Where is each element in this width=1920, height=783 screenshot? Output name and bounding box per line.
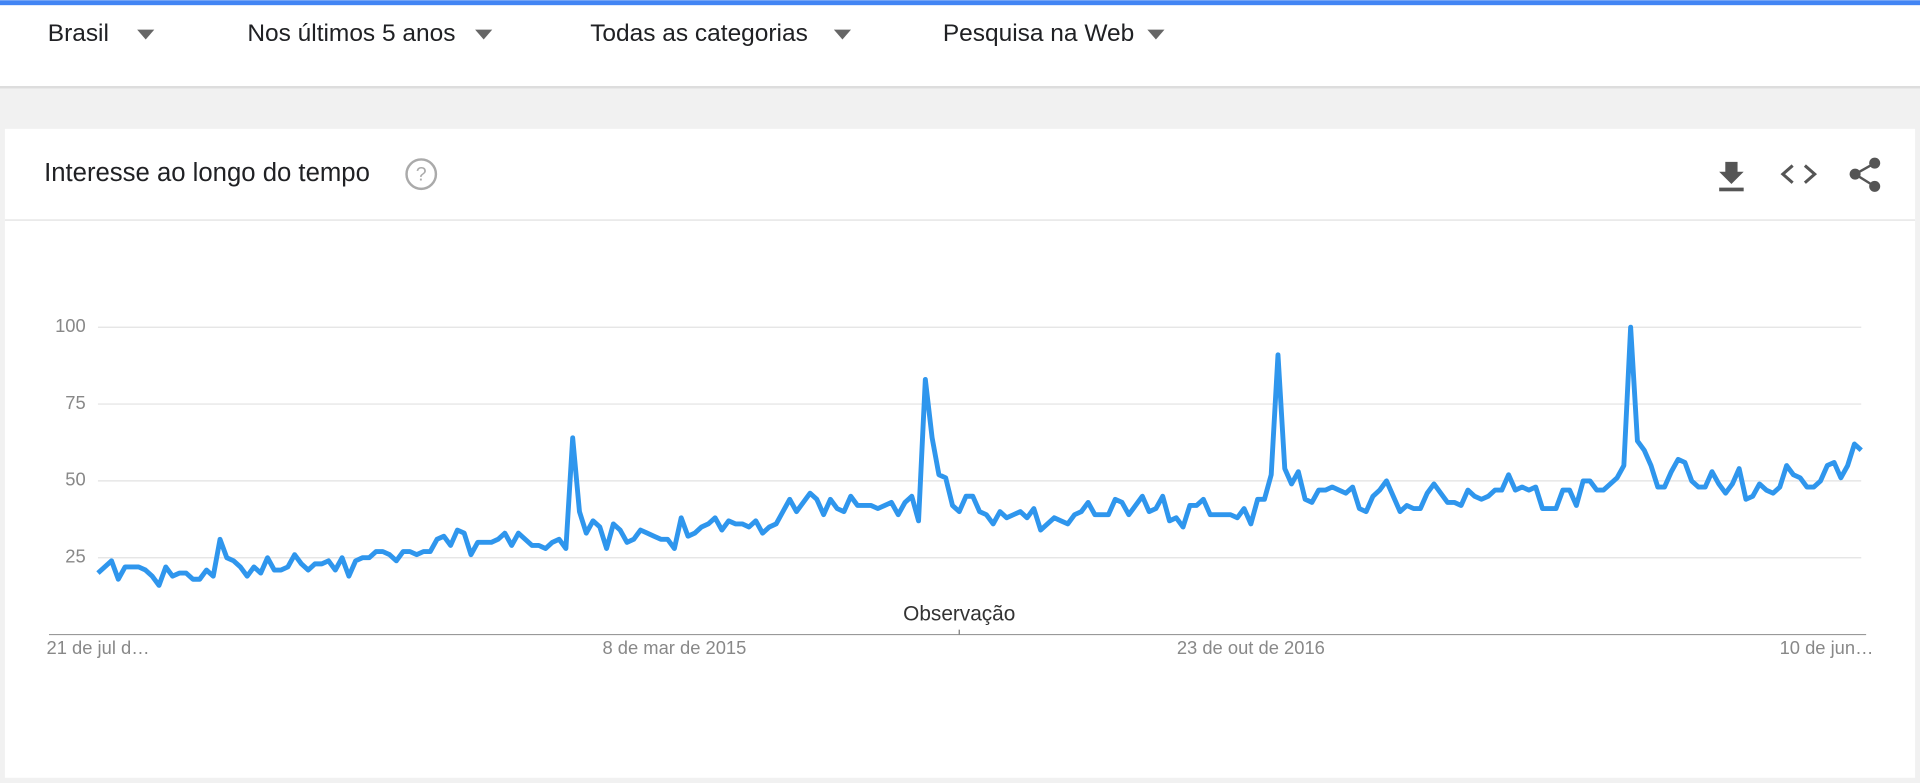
filter-label[interactable]: Nos últimos 5 anos [247, 20, 455, 47]
plot: 25 50 75 100 21 de jul d… 8 de mar de 2015 23 … [47, 315, 1874, 658]
y-tick-label: 75 [65, 392, 85, 413]
top-accent [0, 0, 1920, 6]
embed-icon[interactable] [1780, 164, 1818, 184]
card [4, 128, 1916, 778]
download-icon[interactable] [1719, 161, 1744, 192]
filter[interactable]: Todas as categorias [590, 20, 852, 47]
filter-bar [0, 0, 1920, 86]
dropdown-arrow[interactable] [833, 29, 852, 40]
trend-line [96, 324, 1863, 588]
share-icon[interactable] [1849, 157, 1881, 192]
filter[interactable]: Pesquisa na Web [943, 20, 1165, 47]
filter-label[interactable]: Todas as categorias [590, 20, 808, 47]
y-tick-label: 50 [65, 469, 85, 490]
filter[interactable]: Nos últimos 5 anos [247, 20, 493, 47]
help-icon[interactable]: ? [405, 158, 438, 191]
x-tick-label: 21 de jul d… [47, 637, 150, 658]
svg-text:?: ? [416, 164, 427, 186]
x-tick-label: 23 de out de 2016 [1177, 637, 1325, 658]
annotation-label: Observação [903, 602, 1015, 625]
dropdown-arrow[interactable] [475, 29, 493, 40]
filter-bar-shadow [0, 85, 1920, 89]
y-tick-label: 25 [65, 546, 85, 567]
y-tick-label: 100 [55, 315, 86, 336]
dropdown-arrow[interactable] [137, 29, 155, 40]
x-tick-label: 10 de jun… [1780, 637, 1874, 658]
x-tick-label: 8 de mar de 2015 [602, 637, 746, 658]
dropdown-arrow[interactable] [1147, 29, 1165, 40]
divider [4, 219, 1916, 221]
card-title: Interesse ao longo do tempo [44, 159, 370, 187]
filter-label[interactable]: Pesquisa na Web [943, 20, 1134, 47]
filter-label[interactable]: Brasil [48, 20, 109, 47]
filter[interactable]: Brasil [48, 20, 155, 47]
